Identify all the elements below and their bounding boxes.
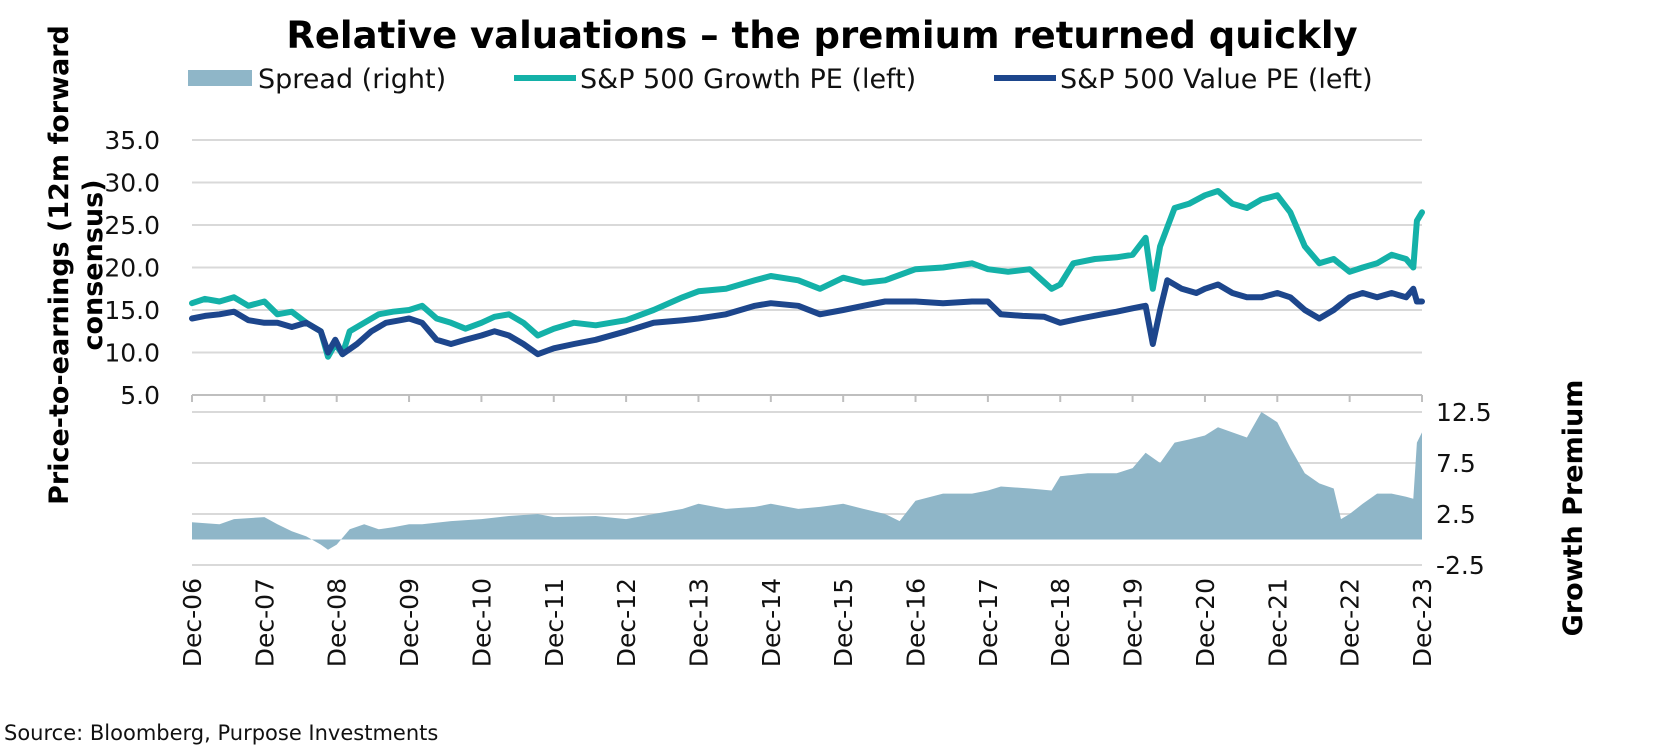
left-tick-label: 25.0 [104, 211, 160, 240]
right-axis-title: Growth Premium [1558, 380, 1589, 637]
legend-label-value: S&P 500 Value PE (left) [1060, 64, 1373, 95]
x-tick-label: Dec-09 [395, 578, 424, 667]
x-tick-label: Dec-20 [1191, 578, 1220, 667]
left-tick-label: 30.0 [104, 169, 160, 198]
x-tick-label: Dec-11 [540, 578, 569, 667]
left-tick-label: 35.0 [104, 126, 160, 155]
left-tick-label: 5.0 [120, 381, 160, 410]
legend-swatch-spread [188, 70, 252, 86]
x-tick-label: Dec-07 [250, 578, 279, 667]
right-tick-label: 12.5 [1436, 398, 1492, 427]
x-axis: Dec-06 Dec-07 Dec-08 Dec-09 Dec-10 Dec-11 Dec-… [178, 394, 1437, 667]
x-tick-label: Dec-19 [1119, 578, 1148, 667]
legend-label-growth: S&P 500 Growth PE (left) [580, 64, 916, 95]
growth-pe-line [189, 188, 1425, 360]
x-tick-label: Dec-06 [178, 578, 207, 667]
x-tick-label: Dec-15 [829, 578, 858, 667]
upper-gridlines [192, 139, 1422, 354]
value-pe-line [189, 277, 1425, 358]
right-tick-label: 7.5 [1436, 449, 1476, 478]
left-axis-title-line2: consensus) [78, 179, 109, 350]
left-tick-label: 20.0 [104, 254, 160, 283]
x-tick-label: Dec-10 [467, 578, 496, 667]
x-tick-label: Dec-13 [684, 578, 713, 667]
source-note: Source: Bloomberg, Purpose Investments [4, 721, 438, 745]
spread-area [192, 412, 1422, 550]
x-tick-label: Dec-16 [902, 578, 931, 667]
x-tick-label: Dec-18 [1046, 578, 1075, 667]
x-tick-label: Dec-22 [1336, 578, 1365, 667]
left-tick-label: 15.0 [104, 296, 160, 325]
x-tick-label: Dec-21 [1263, 578, 1292, 667]
right-axis-ticks: 12.5 7.5 2.5 -2.5 [1436, 398, 1492, 580]
left-tick-label: 10.0 [104, 339, 160, 368]
spread-area-layer [192, 412, 1422, 550]
legend-label-spread: Spread (right) [258, 64, 446, 95]
chart-title: Relative valuations – the premium return… [286, 14, 1357, 57]
x-tick-label: Dec-17 [974, 578, 1003, 667]
x-tick-label: Dec-12 [612, 578, 641, 667]
right-tick-label: 2.5 [1436, 500, 1476, 529]
legend: Spread (right) S&P 500 Growth PE (left) … [188, 64, 1373, 95]
right-tick-label: -2.5 [1436, 551, 1485, 580]
pe-lines-layer [189, 188, 1425, 360]
x-tick-label: Dec-14 [757, 578, 786, 667]
x-tick-label: Dec-08 [323, 578, 352, 667]
left-axis-title-line1: Price-to-earnings (12m forward [44, 25, 75, 505]
x-tick-label: Dec-23 [1408, 578, 1437, 667]
left-axis-ticks: 35.0 30.0 25.0 20.0 15.0 10.0 5.0 [104, 126, 160, 410]
